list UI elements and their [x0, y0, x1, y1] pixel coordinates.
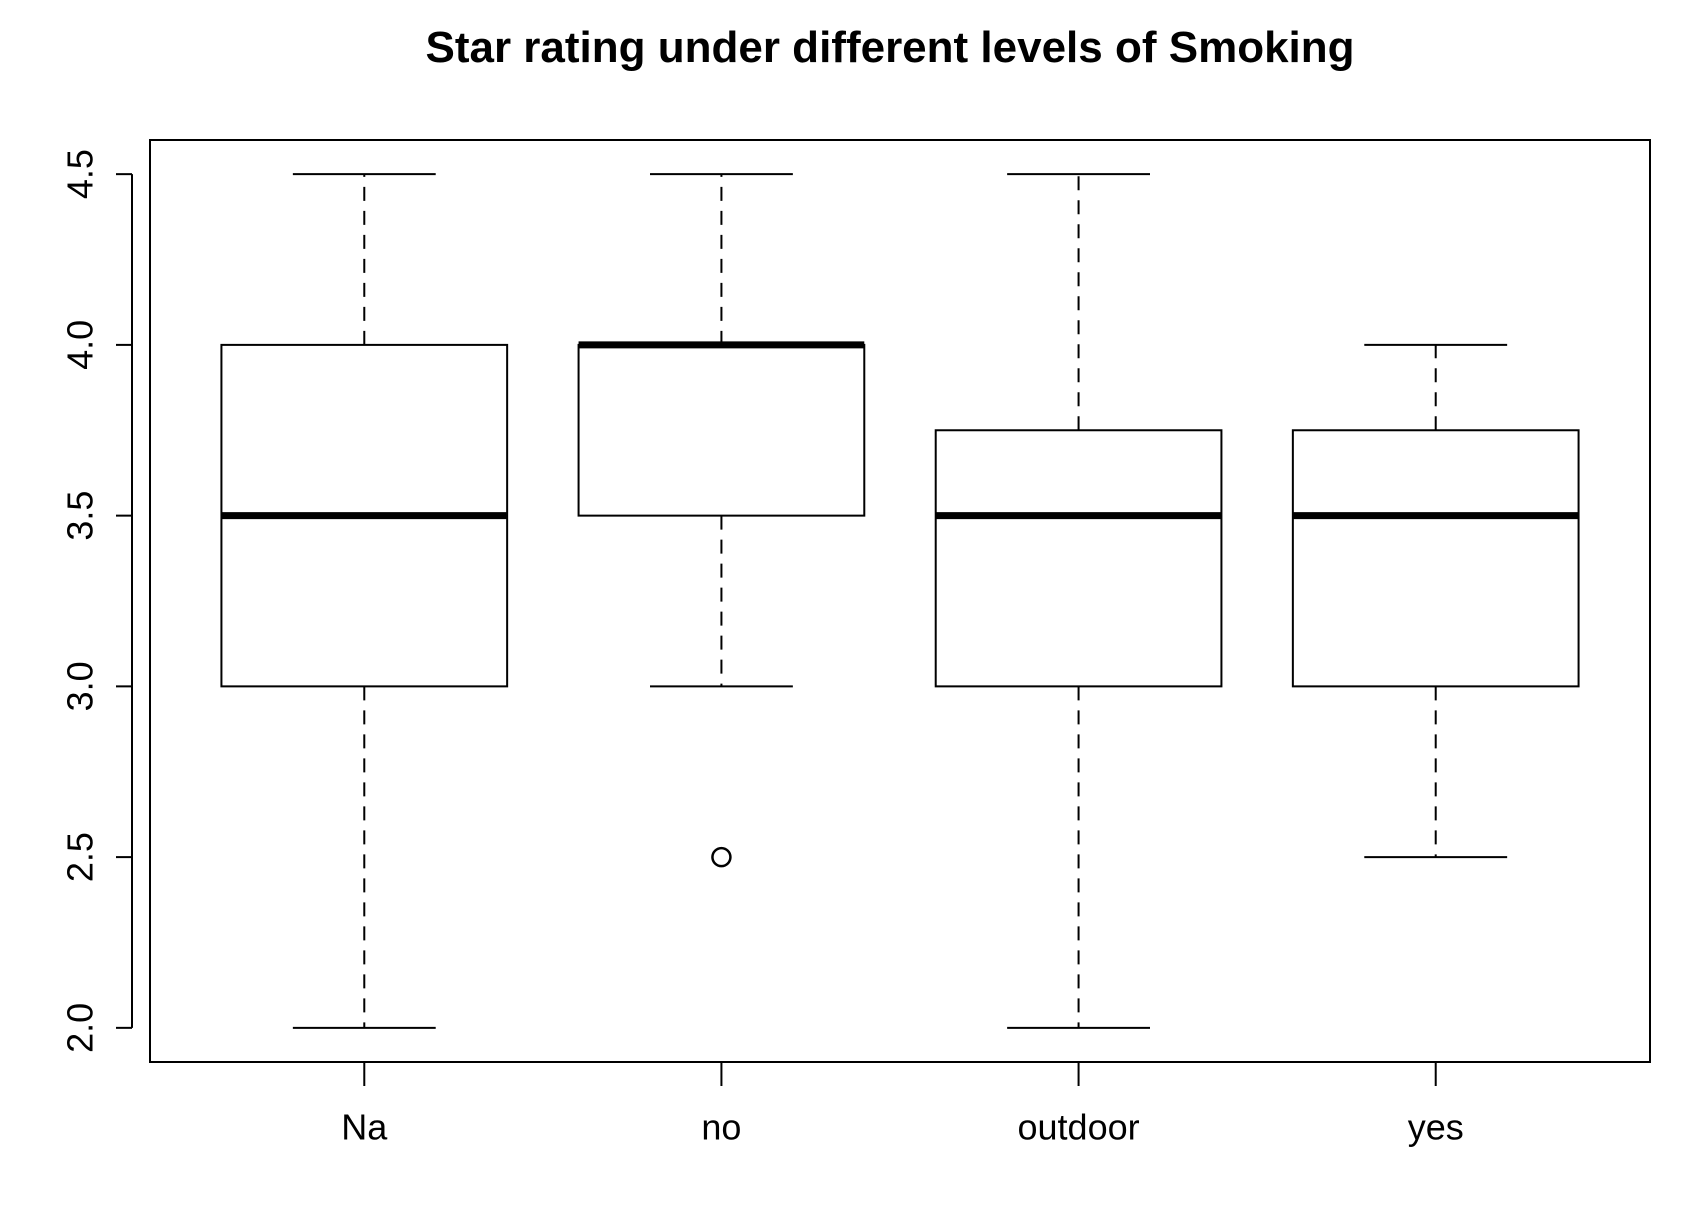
- y-tick-label-2.5: 2.5: [60, 832, 101, 882]
- box-group: [220, 173, 1580, 1029]
- x-tick-label-outdoor: outdoor: [1018, 1107, 1140, 1148]
- iqr-box: [577, 343, 866, 517]
- x-tick-label-yes: yes: [1408, 1107, 1464, 1148]
- x-tick-label-no: no: [701, 1107, 741, 1148]
- box-yes: [1291, 343, 1580, 859]
- box-no: [577, 173, 866, 868]
- outlier-point: [711, 846, 732, 868]
- y-axis: 2.0 2.5 3.0 3.5 4.0 4.5: [60, 149, 133, 1053]
- y-tick-label-2.0: 2.0: [60, 1003, 101, 1053]
- y-tick-label-3.5: 3.5: [60, 491, 101, 541]
- chart-title: Star rating under different levels of Sm…: [425, 23, 1354, 72]
- x-tick-label-Na: Na: [341, 1107, 388, 1148]
- y-tick-label-3.0: 3.0: [60, 661, 101, 711]
- iqr-box: [934, 429, 1223, 688]
- box-Na: [220, 173, 509, 1029]
- y-tick-label-4.5: 4.5: [60, 149, 101, 199]
- box-outdoor: [934, 173, 1223, 1029]
- iqr-box: [1291, 429, 1580, 688]
- x-axis: Na no outdoor yes: [341, 1061, 1464, 1148]
- y-tick-label-4.0: 4.0: [60, 320, 101, 370]
